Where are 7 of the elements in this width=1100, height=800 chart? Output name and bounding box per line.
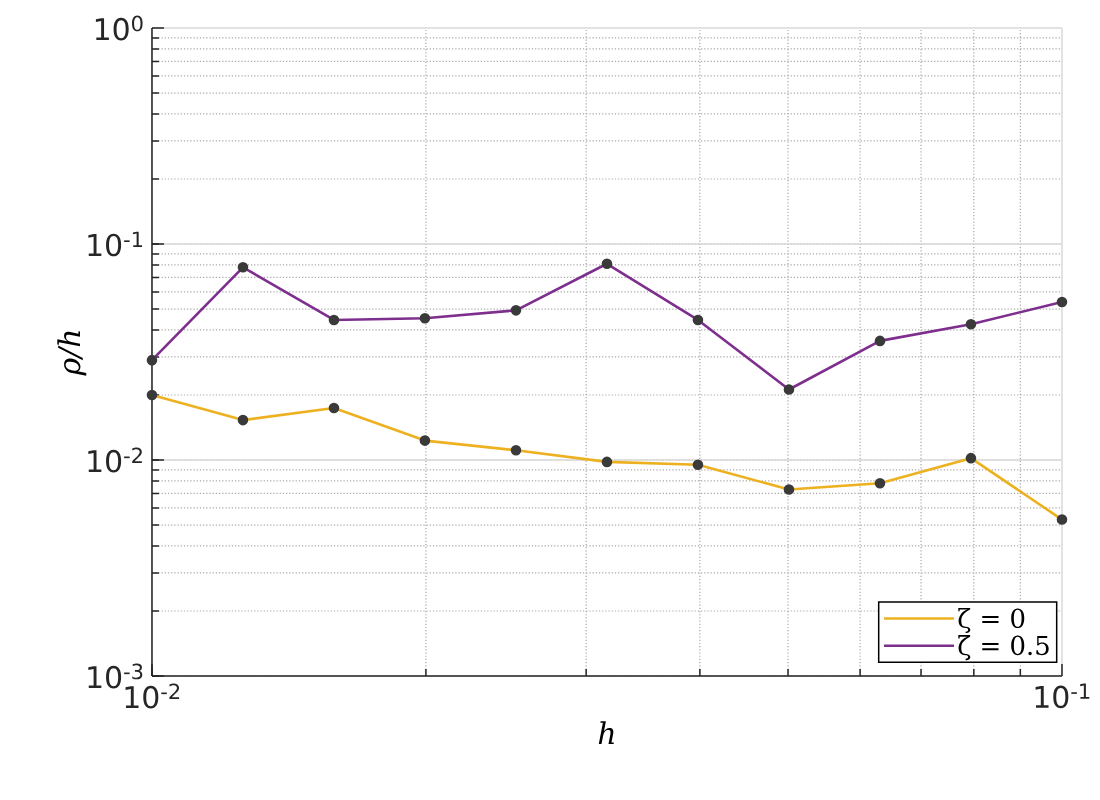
x-axis-title: h [598, 721, 614, 745]
legend-label: ζ = 0 [958, 607, 1025, 634]
y-tick-label: 10$^{0}$ [95, 15, 143, 41]
y-tick-label: 10$^{-1}$ [88, 231, 143, 257]
y-tick-label: 10$^{-2}$ [88, 447, 142, 473]
legend-label: ζ = 0.5 [958, 635, 1049, 661]
y-axis-title: ρ/h [57, 331, 87, 376]
